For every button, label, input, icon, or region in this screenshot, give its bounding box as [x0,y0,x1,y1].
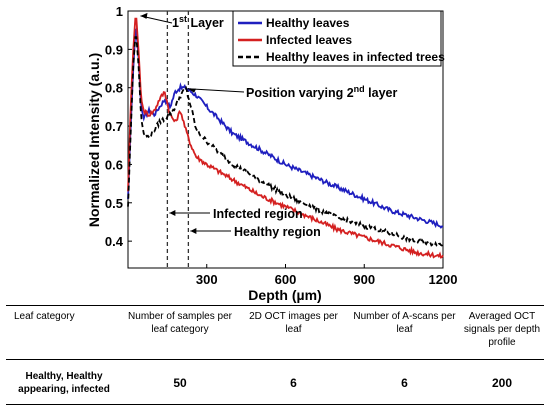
y-tick-label: 0.7 [105,119,123,134]
cell-category: Healthy, Healthy appearing, infected [6,359,122,405]
y-tick-label: 0.6 [105,157,123,172]
infected-arrowhead [169,210,176,216]
header-ascans: Number of A-scans per leaf [349,305,460,360]
header-samples: Number of samples per leaf category [122,305,238,360]
legend-label: Healthy leaves [266,16,350,30]
x-tick-label: 600 [275,272,297,287]
healthy-region-label: Healthy region [234,225,321,239]
legend-label: Infected leaves [266,33,352,47]
cell-ascans: 6 [349,359,460,405]
infected-region-label: Infected region [213,207,303,221]
y-tick-label: 0.5 [105,196,123,211]
y-tick-label: 1 [116,4,123,19]
y-axis-label: Normalized Intensity (a.u.) [86,53,102,227]
table-row: Healthy, Healthy appearing, infected 50 … [6,359,544,405]
sample-table: Leaf category Number of samples per leaf… [6,305,544,405]
second-layer-arrow [188,88,245,93]
y-tick-label: 0.4 [105,234,124,249]
header-leaf-category: Leaf category [6,305,122,360]
legend-box [232,10,442,67]
cell-images: 6 [238,359,349,405]
series-line [127,36,444,248]
cell-averaged: 200 [460,359,544,405]
first-layer-arrowhead [140,12,148,19]
y-tick-label: 0.9 [105,42,123,57]
x-tick-label: 1200 [429,272,458,287]
cell-samples: 50 [122,359,238,405]
x-axis-label: Depth (µm) [248,287,321,303]
line-chart: 300 600 900 1200 0.4 0.5 0.6 0.7 0.8 0.9 1 1st Lay… [86,4,458,303]
x-tick-label: 300 [196,272,218,287]
series-line [127,17,444,259]
header-images: 2D OCT images per leaf [238,305,349,360]
table-header-row: Leaf category Number of samples per leaf… [6,305,544,360]
x-tick-label: 900 [353,272,375,287]
healthy-arrowhead [190,228,197,234]
y-tick-label: 0.8 [105,81,123,96]
series-line [127,25,444,229]
first-layer-label: 1st Layer [172,14,224,30]
second-layer-arrowhead [188,88,197,93]
legend-label: Healthy leaves in infected trees [266,50,445,64]
legend: Healthy leaves Infected leaves Healthy lea… [232,10,445,67]
header-averaged: Averaged OCT signals per depth profile [460,305,544,360]
second-layer-label: Position varying 2nd layer [246,84,397,100]
